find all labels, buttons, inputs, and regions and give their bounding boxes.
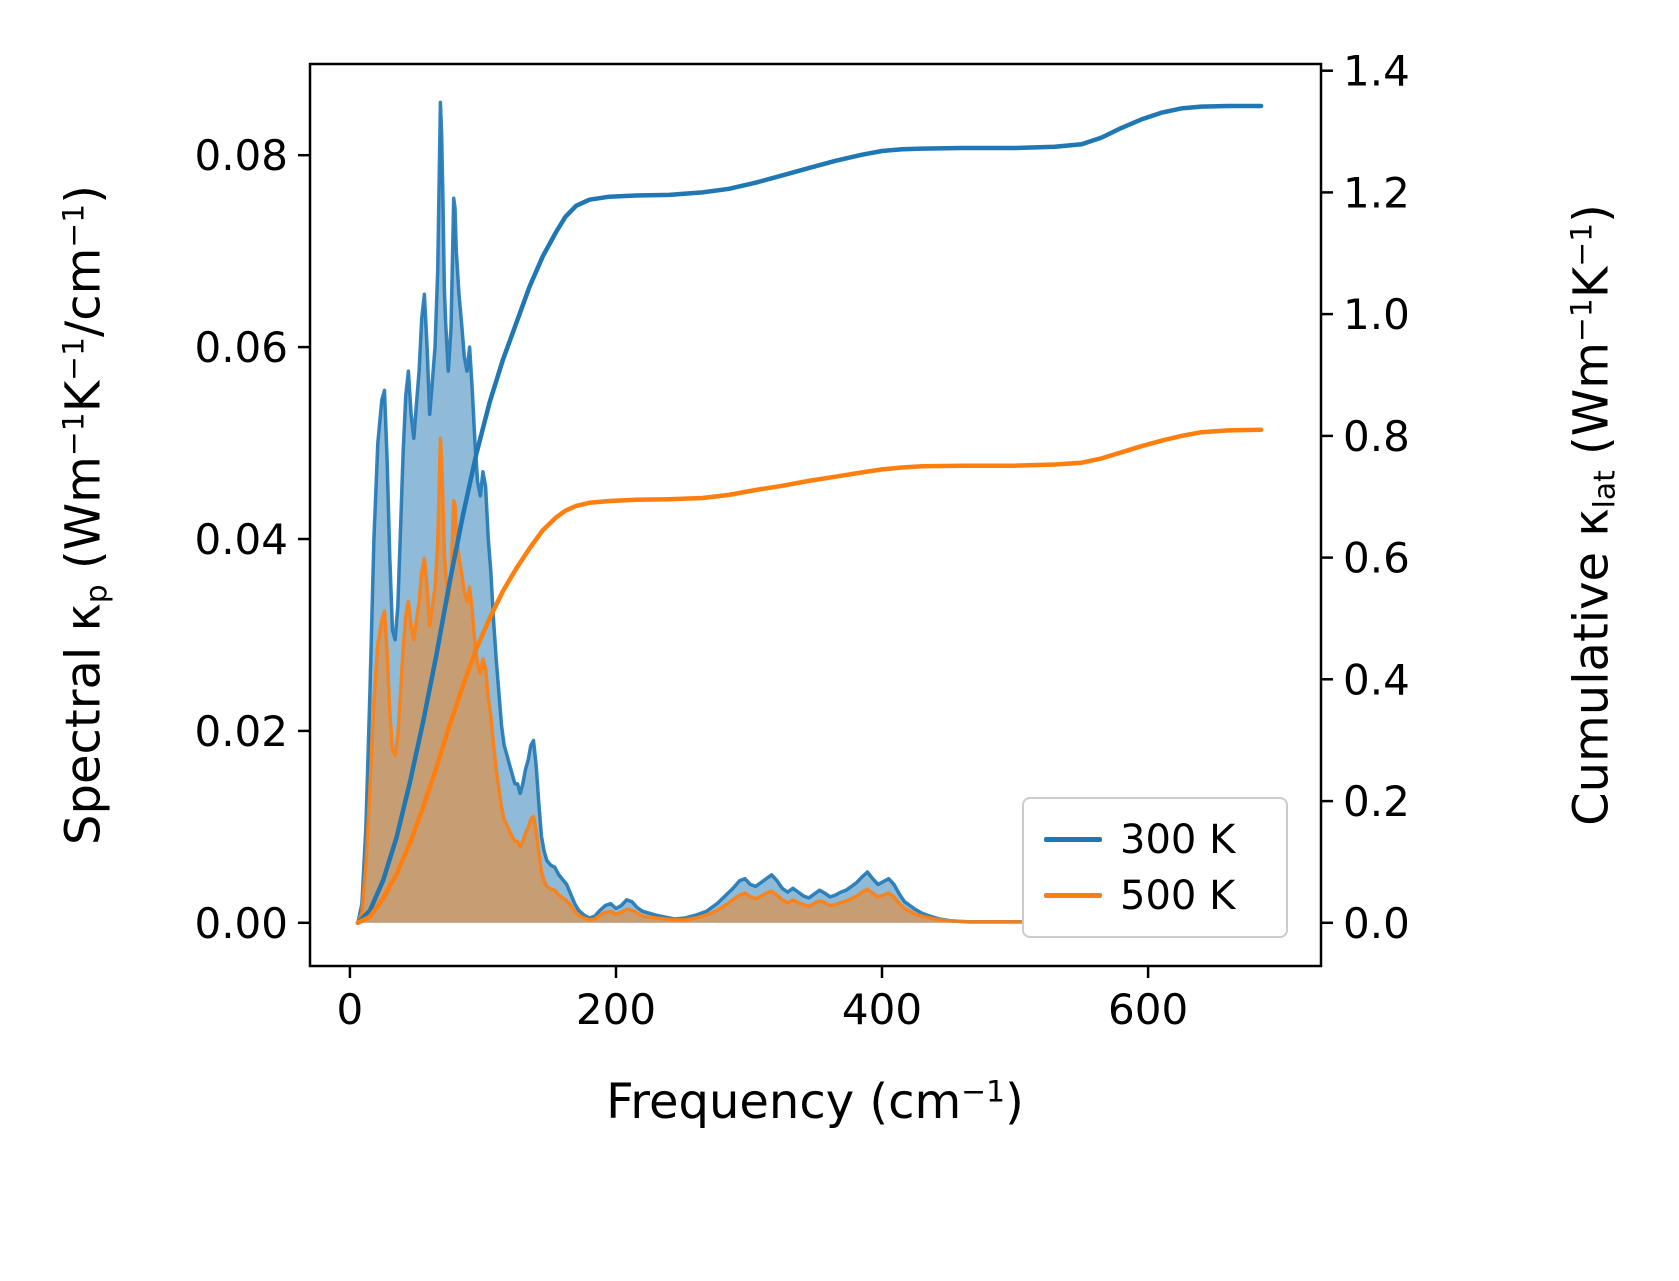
cumulative-500k-line <box>355 427 1264 926</box>
right-y-tick-label: 0.2 <box>1343 777 1410 826</box>
x-tick-label: 200 <box>576 985 656 1034</box>
legend-line-500k-swatch <box>1044 893 1102 898</box>
right-y-tick-label: 1.0 <box>1343 290 1410 339</box>
right-y-tick-label: 0.6 <box>1343 534 1410 583</box>
cumulative-300k-line <box>355 103 1264 926</box>
left-y-tick-label: 0.04 <box>194 515 288 564</box>
left-y-axis-title: Spectral κp (Wm−1K−1/cm−1) <box>55 185 115 845</box>
legend-item-500k: 500 K <box>1044 874 1266 918</box>
right-y-tick-label: 0.0 <box>1343 899 1410 948</box>
spectral-500k-fill <box>357 438 1262 923</box>
spectral-500k-line <box>356 436 1263 925</box>
plot-border <box>308 62 1323 968</box>
left-y-tick-label: 0.00 <box>194 899 288 948</box>
legend-label-300k: 300 K <box>1120 816 1236 863</box>
left-y-tick-label: 0.06 <box>194 323 288 372</box>
x-axis-title: Frequency (cm−1) <box>606 1074 1024 1130</box>
right-y-tick-label: 0.4 <box>1343 655 1410 704</box>
right-y-tick-label: 0.8 <box>1343 412 1410 461</box>
x-tick-label: 0 <box>337 985 364 1034</box>
right-y-axis-title: Cumulative κlat (Wm−1K−1) <box>1563 204 1623 826</box>
left-y-tick-label: 0.08 <box>194 131 288 180</box>
right-y-tick-label: 1.2 <box>1343 168 1410 217</box>
legend: 300 K 500 K <box>1022 797 1288 938</box>
legend-label-500k: 500 K <box>1120 872 1236 919</box>
x-tick-label: 400 <box>842 985 922 1034</box>
right-y-tick-label: 1.4 <box>1343 47 1410 96</box>
x-tick-label: 600 <box>1108 985 1188 1034</box>
legend-item-300k: 300 K <box>1044 818 1266 862</box>
legend-line-300k-swatch <box>1044 837 1102 842</box>
left-y-tick-label: 0.02 <box>194 707 288 756</box>
